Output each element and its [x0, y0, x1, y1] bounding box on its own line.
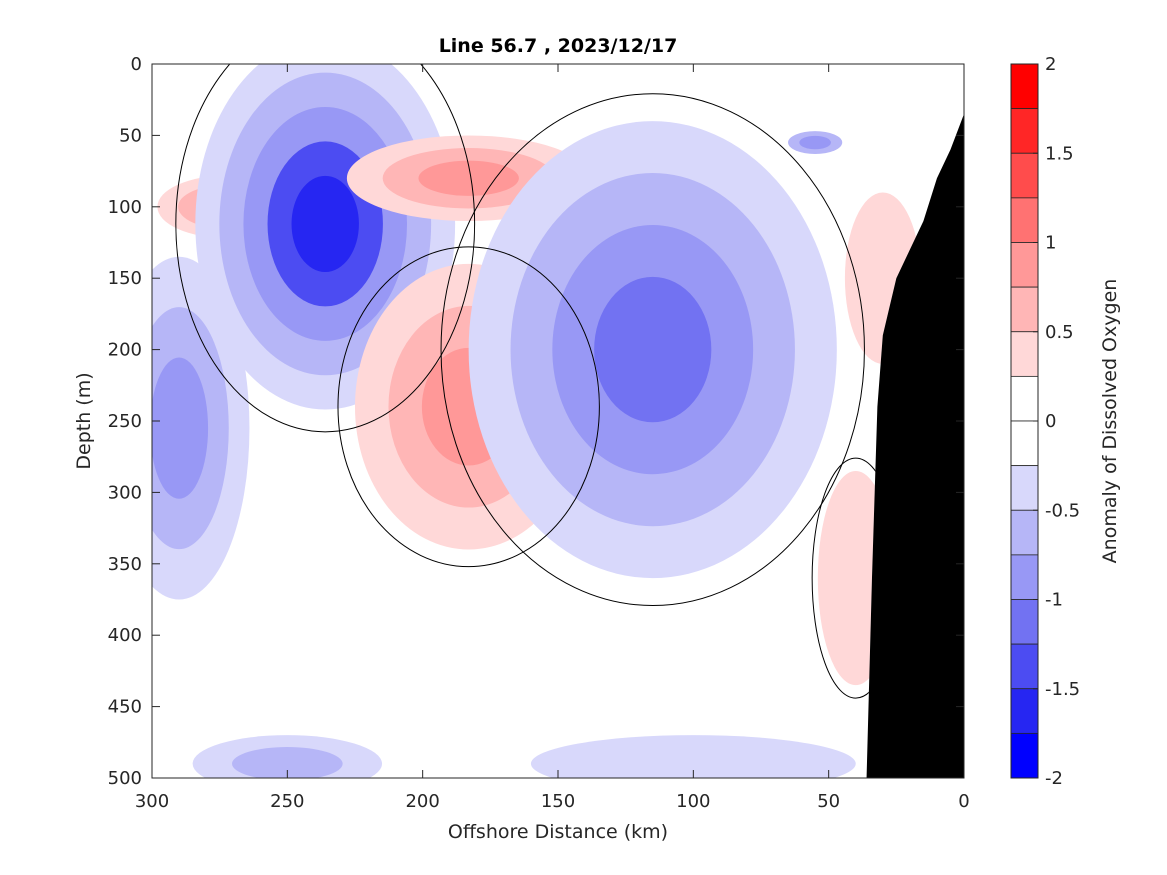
colorbar-swatch	[1010, 242, 1039, 288]
colorbar-swatch	[1010, 420, 1039, 467]
y-tick-label: 100	[108, 197, 142, 218]
y-tick-label: 300	[108, 482, 142, 503]
anomaly-contour-fill	[291, 175, 359, 273]
zero-contour-lines	[175, 64, 900, 699]
anomaly-contour-fill	[530, 735, 856, 778]
contour-fills	[152, 64, 921, 778]
y-tick-label: 150	[108, 268, 142, 289]
colorbar-swatch	[1010, 688, 1039, 734]
y-axis: 0 50 100 150 200 250 300 350 400 450 500	[108, 54, 964, 789]
colorbar-ticks: 2 1.5 1 0.5 0 -0.5 -1 -1.5 -2	[1033, 54, 1080, 789]
colorbar-label: Anomaly of Dissolved Oxygen	[1099, 279, 1121, 564]
colorbar-tick-label: 1.5	[1045, 143, 1074, 164]
zero-contour-line	[175, 64, 476, 433]
seafloor-shelf	[866, 113, 964, 778]
x-axis: 300 250 200 150 100 50 0	[135, 64, 970, 812]
y-tick-label: 50	[119, 125, 142, 146]
y-tick-label: 500	[108, 768, 142, 789]
colorbar-swatch	[1010, 732, 1039, 779]
chart-title: Line 56.7 , 2023/12/17	[439, 35, 678, 57]
x-tick-label: 150	[541, 791, 575, 812]
colorbar-swatch	[1010, 554, 1039, 600]
y-tick-label: 0	[131, 54, 142, 75]
colorbar-swatch	[1010, 63, 1039, 110]
anomaly-contour-fill	[152, 357, 209, 499]
x-tick-label: 250	[270, 791, 304, 812]
anomaly-contour-fill	[799, 135, 831, 150]
x-axis-label: Offshore Distance (km)	[448, 821, 668, 843]
anomaly-contour-fill	[232, 747, 343, 778]
plot-area	[152, 64, 964, 778]
x-tick-label: 50	[817, 791, 840, 812]
colorbar-swatch	[1010, 599, 1039, 645]
colorbar-tick-label: -2	[1045, 768, 1063, 789]
x-tick-label: 200	[405, 791, 439, 812]
y-tick-label: 350	[108, 554, 142, 575]
colorbar-tick-label: 0	[1045, 411, 1056, 432]
colorbar-tick-label: 2	[1045, 54, 1056, 75]
colorbar-swatch	[1010, 375, 1039, 422]
colorbar-swatch	[1010, 108, 1039, 154]
zero-contour-line	[440, 93, 865, 606]
colorbar-swatch	[1010, 152, 1039, 199]
anomaly-contour-fill	[418, 160, 519, 196]
x-tick-label: 0	[958, 791, 969, 812]
colorbar	[1010, 63, 1039, 779]
colorbar-tick-label: -1.5	[1045, 679, 1080, 700]
colorbar-swatch	[1010, 197, 1039, 243]
y-tick-label: 200	[108, 340, 142, 361]
colorbar-tick-label: 1	[1045, 233, 1056, 254]
zero-contour-line	[337, 246, 600, 568]
colorbar-tick-label: -1	[1045, 590, 1063, 611]
y-axis-label: Depth (m)	[73, 372, 95, 469]
y-tick-label: 250	[108, 411, 142, 432]
colorbar-swatch	[1010, 331, 1039, 377]
x-tick-label: 300	[135, 791, 169, 812]
colorbar-tick-label: -0.5	[1045, 500, 1080, 521]
colorbar-swatch	[1010, 509, 1039, 556]
colorbar-swatch	[1010, 286, 1039, 333]
y-tick-label: 400	[108, 625, 142, 646]
colorbar-swatch	[1010, 465, 1039, 511]
anomaly-contour-fill	[594, 276, 712, 423]
colorbar-tick-label: 0.5	[1045, 322, 1074, 343]
colorbar-swatch	[1010, 643, 1039, 690]
x-tick-label: 100	[676, 791, 710, 812]
y-tick-label: 450	[108, 697, 142, 718]
